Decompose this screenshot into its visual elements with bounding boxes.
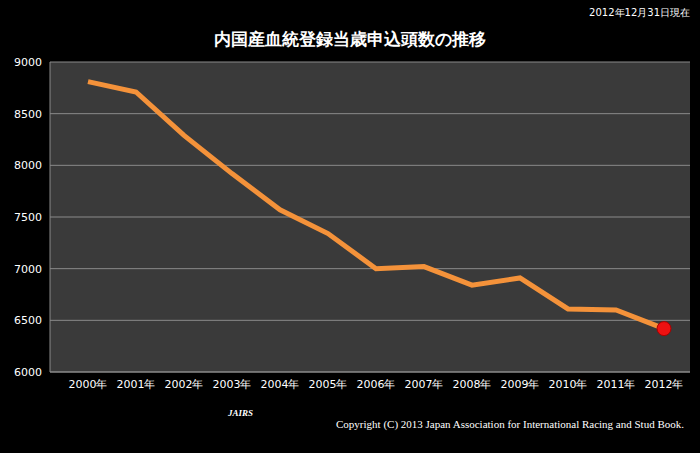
svg-text:7000: 7000 [14, 263, 42, 276]
svg-text:2009年: 2009年 [501, 378, 540, 391]
svg-text:2001年: 2001年 [117, 378, 156, 391]
svg-text:8000: 8000 [14, 159, 42, 172]
svg-text:2007年: 2007年 [405, 378, 444, 391]
svg-text:6500: 6500 [14, 314, 42, 327]
html-text:2012年12月31日現在: 2012年12月31日現在 [589, 7, 690, 18]
html-text:JAIRS: JAIRS [228, 408, 253, 418]
svg-text:2008年: 2008年 [453, 378, 492, 391]
svg-text:2004年: 2004年 [261, 378, 300, 391]
svg-text:2011年: 2011年 [597, 378, 636, 391]
svg-text:9000: 9000 [14, 56, 42, 69]
svg-text:2012年: 2012年 [645, 378, 684, 391]
svg-text:2006年: 2006年 [357, 378, 396, 391]
svg-text:7500: 7500 [14, 211, 42, 224]
svg-text:6000: 6000 [14, 366, 42, 379]
svg-text:2010年: 2010年 [549, 378, 588, 391]
svg-text:2000年: 2000年 [69, 378, 108, 391]
html-text:Copyright (C) 2013 Japan Assoc: Copyright (C) 2013 Japan Association for… [336, 418, 684, 430]
svg-text:2003年: 2003年 [213, 378, 252, 391]
html-text:内国産血統登録当歳申込頭数の推移: 内国産血統登録当歳申込頭数の推移 [214, 29, 486, 49]
svg-text:2002年: 2002年 [165, 378, 204, 391]
svg-text:8500: 8500 [14, 108, 42, 121]
svg-text:2005年: 2005年 [309, 378, 348, 391]
